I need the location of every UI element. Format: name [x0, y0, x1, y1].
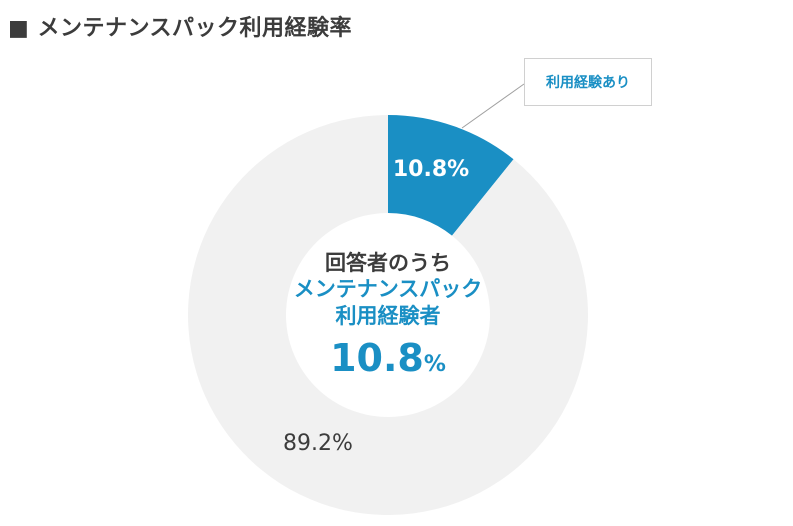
donut-center-summary: 回答者のうち メンテナンスパック 利用経験者 10.8%: [288, 250, 488, 382]
center-line-3: 利用経験者: [335, 303, 441, 328]
slice-label-experienced: 10.8%: [393, 157, 469, 182]
center-value-number: 10.8: [330, 335, 424, 380]
slice-other: [188, 115, 588, 515]
callout-leader-line: [461, 83, 525, 129]
center-line-2: メンテナンスパック: [293, 277, 483, 302]
center-value-unit: %: [423, 351, 446, 377]
center-line-1: 回答者のうち: [325, 251, 451, 275]
slice-experienced: [388, 115, 514, 236]
chart-title: ■ メンテナンスパック利用経験率: [8, 16, 353, 41]
slice-label-other: 89.2%: [283, 431, 353, 456]
center-value: 10.8%: [288, 335, 488, 383]
callout-box: 利用経験あり: [524, 58, 652, 106]
